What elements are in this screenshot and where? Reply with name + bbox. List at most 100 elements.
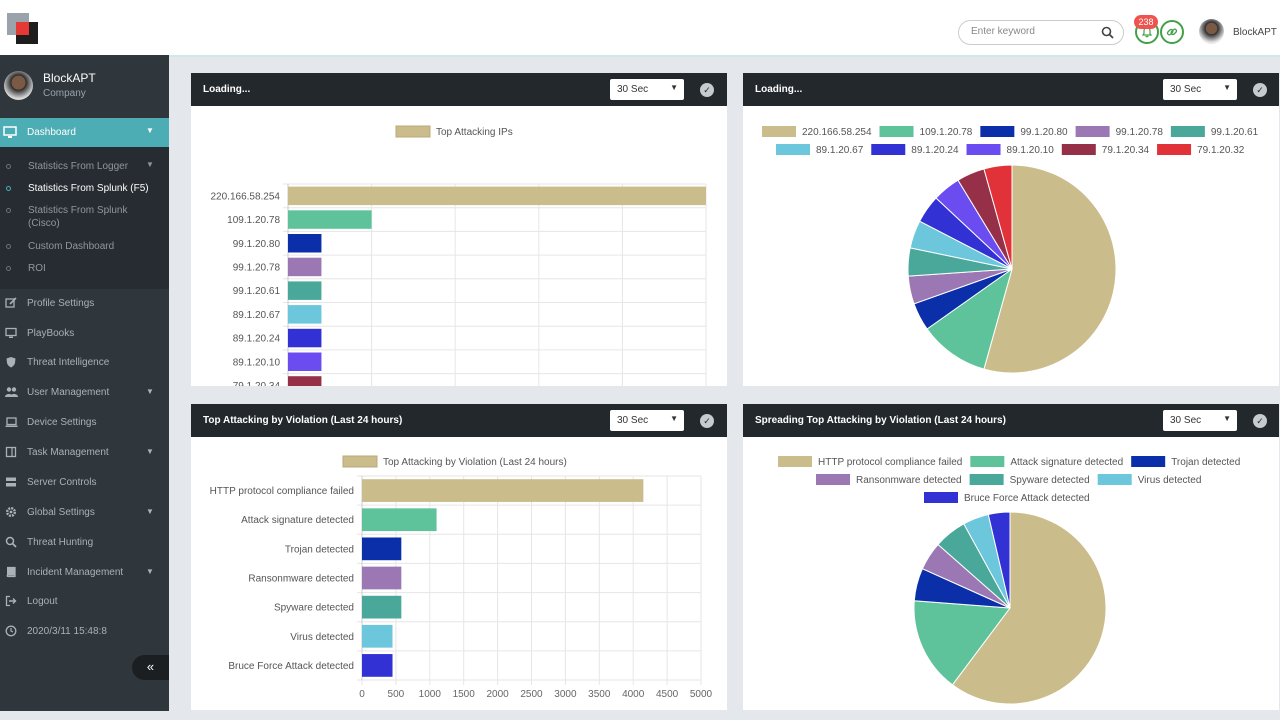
legend-label: 99.1.20.78 <box>1116 127 1164 138</box>
sidebar-item-threat-hunting[interactable]: Threat Hunting <box>0 529 169 558</box>
legend-swatch <box>1157 144 1192 155</box>
chevron-down-icon: ▼ <box>146 387 154 396</box>
x-tick-label: 2500 <box>520 689 543 700</box>
legend-label: Bruce Force Attack detected <box>964 493 1090 504</box>
legend-swatch <box>879 126 914 137</box>
sidebar-item-device-settings[interactable]: Device Settings <box>0 409 169 438</box>
legend-swatch <box>776 144 810 155</box>
x-tick-label: 5000 <box>690 689 713 700</box>
x-tick-label: 3000 <box>554 689 577 700</box>
panel-violation-pie: Spreading Top Attacking by Violation (La… <box>743 404 1279 710</box>
bar <box>288 257 322 277</box>
y-tick-label: Ransonmware detected <box>248 574 354 585</box>
sidebar-item-logout[interactable]: Logout <box>0 588 169 617</box>
chevron-down-icon: ▼ <box>146 447 154 456</box>
laptop-icon <box>4 415 18 429</box>
x-tick-label: 3500 <box>588 689 611 700</box>
legend-label: Spyware detected <box>1010 475 1090 486</box>
legend-swatch <box>1075 126 1110 137</box>
y-tick-label: HTTP protocol compliance failed <box>210 486 354 497</box>
bar <box>288 352 322 371</box>
x-tick-label: 500 <box>388 689 405 700</box>
profile-avatar <box>4 71 33 100</box>
sidebar-item-label: Dashboard <box>27 127 76 138</box>
legend-label: Top Attacking by Violation (Last 24 hour… <box>383 457 567 468</box>
legend-swatch <box>970 456 1005 467</box>
legend-label: Ransonmware detected <box>856 475 962 486</box>
dashboard-submenu: Statistics From Logger ▼ Statistics From… <box>0 147 169 289</box>
sidebar-item-task-management[interactable]: Task Management ▼ <box>0 439 169 468</box>
legend-label: Top Attacking IPs <box>436 127 513 138</box>
user-name[interactable]: BlockAPT <box>1233 27 1277 38</box>
sidebar-profile: BlockAPT Company <box>0 55 169 117</box>
legend-swatch <box>1061 144 1096 155</box>
sidebar-item-global-settings[interactable]: Global Settings ▼ <box>0 499 169 528</box>
x-tick-label: 2000 <box>486 689 509 700</box>
sidebar-item-user-management[interactable]: User Management ▼ <box>0 379 169 408</box>
legend-swatch <box>778 456 812 467</box>
edit-icon <box>4 296 18 310</box>
pie-slice <box>983 164 1117 374</box>
dropdown-arrow-icon: ▼ <box>670 414 678 423</box>
bar <box>362 566 402 590</box>
sidebar-item-incident-management[interactable]: Incident Management ▼ <box>0 559 169 588</box>
bullet-icon <box>6 164 11 169</box>
legend-swatch <box>969 474 1004 485</box>
legend-swatch <box>395 125 431 138</box>
y-tick-label: 99.1.20.80 <box>233 239 281 250</box>
refresh-interval-select[interactable]: 30 Sec ▼ <box>610 410 684 431</box>
panel-settings-icon[interactable]: ✓ <box>700 414 714 428</box>
sidebar-item-server-controls[interactable]: Server Controls <box>0 469 169 498</box>
dropdown-arrow-icon: ▼ <box>1223 83 1231 92</box>
bar <box>288 376 322 386</box>
sidebar-item-playbooks[interactable]: PlayBooks <box>0 320 169 349</box>
user-avatar[interactable] <box>1199 19 1224 44</box>
refresh-interval-select[interactable]: 30 Sec ▼ <box>1163 79 1237 100</box>
legend-label: 99.1.20.61 <box>1211 127 1259 138</box>
legend-label: 89.1.20.24 <box>911 145 959 156</box>
content-top-border <box>169 55 1280 57</box>
x-tick-label: 1500 <box>453 689 476 700</box>
collapse-sidebar-button[interactable]: « <box>132 655 169 680</box>
chevron-down-icon: ▼ <box>146 126 154 135</box>
bar <box>362 595 402 619</box>
panel-settings-icon[interactable]: ✓ <box>1253 83 1267 97</box>
legend-label: Trojan detected <box>1171 457 1240 468</box>
legend-swatch <box>871 144 906 155</box>
legend-swatch <box>1170 126 1205 137</box>
panel-header: Top Attacking by Violation (Last 24 hour… <box>191 404 727 437</box>
pie-slice <box>987 511 1011 609</box>
pie-slice <box>983 164 1013 270</box>
sidebar-item-dashboard[interactable]: Dashboard ▼ <box>0 118 169 147</box>
legend-label: Virus detected <box>1138 475 1202 486</box>
bar <box>362 537 402 561</box>
sidebar-item-profile-settings[interactable]: Profile Settings <box>0 290 169 319</box>
panel-settings-icon[interactable]: ✓ <box>1253 414 1267 428</box>
refresh-interval-select[interactable]: 30 Sec ▼ <box>1163 410 1237 431</box>
panel-settings-icon[interactable]: ✓ <box>700 83 714 97</box>
link-icon[interactable] <box>1160 20 1184 44</box>
legend-label: Attack signature detected <box>1010 457 1123 468</box>
bar-chart-violations: 0 500 1000 1500 2000 2500 3000 3500 4000 4500 5000… <box>210 455 713 700</box>
bullet-icon <box>6 266 11 271</box>
bar <box>288 234 322 253</box>
brand-logo[interactable] <box>7 13 43 49</box>
dropdown-arrow-icon: ▼ <box>670 83 678 92</box>
profile-role: Company <box>43 88 86 99</box>
bar <box>288 210 372 229</box>
legend-label: HTTP protocol compliance failed <box>818 457 962 468</box>
search-icon[interactable] <box>1101 26 1114 39</box>
monitor-icon <box>4 326 18 340</box>
pie-chart-top-attacking-ips: 220.166.58.254 109.1.20.78 99.1.20.80 99.1.… <box>762 126 1259 374</box>
sidebar-item-threat-intelligence[interactable]: Threat Intelligence <box>0 349 169 378</box>
y-tick-label: 89.1.20.24 <box>233 334 281 345</box>
search-input[interactable] <box>971 26 1101 37</box>
x-tick-label: 0 <box>359 689 365 700</box>
refresh-interval-select[interactable]: 30 Sec ▼ <box>610 79 684 100</box>
y-tick-label: Bruce Force Attack detected <box>228 661 354 672</box>
profile-name: BlockAPT <box>43 71 96 85</box>
y-tick-label: Trojan detected <box>285 544 354 555</box>
monitor-icon <box>3 126 17 138</box>
bullet-icon <box>6 208 11 213</box>
pie-chart-violations: HTTP protocol compliance failed Attack si… <box>778 456 1240 705</box>
